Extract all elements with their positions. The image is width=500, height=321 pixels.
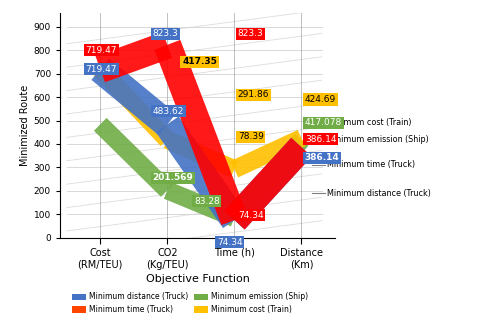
X-axis label: Objective Function: Objective Function bbox=[146, 274, 250, 284]
Text: Minimum distance (Truck): Minimum distance (Truck) bbox=[327, 188, 431, 197]
Text: 74.34: 74.34 bbox=[217, 238, 242, 247]
Text: 483.62: 483.62 bbox=[152, 107, 184, 116]
Text: 417.35: 417.35 bbox=[182, 57, 217, 66]
Text: 291.86: 291.86 bbox=[238, 90, 269, 99]
Text: 386.14: 386.14 bbox=[305, 153, 340, 162]
Text: Minimum emission (Ship): Minimum emission (Ship) bbox=[327, 135, 428, 144]
Text: Minimum cost (Train): Minimum cost (Train) bbox=[327, 118, 411, 127]
Text: 719.47: 719.47 bbox=[86, 65, 117, 74]
Legend: Minimum distance (Truck), Minimum time (Truck), Minimum emission (Ship), Minimum: Minimum distance (Truck), Minimum time (… bbox=[69, 289, 311, 317]
Text: 78.39: 78.39 bbox=[238, 132, 264, 141]
Text: Minimum time (Truck): Minimum time (Truck) bbox=[327, 160, 415, 169]
Text: 83.28: 83.28 bbox=[194, 197, 220, 206]
Text: 424.69: 424.69 bbox=[305, 95, 336, 104]
Text: 417.078: 417.078 bbox=[305, 118, 342, 127]
Text: 201.569: 201.569 bbox=[152, 173, 194, 182]
Text: 74.34: 74.34 bbox=[238, 211, 264, 220]
Text: 386.14: 386.14 bbox=[305, 135, 336, 144]
Y-axis label: Minimized Route: Minimized Route bbox=[20, 84, 30, 166]
Text: 719.47: 719.47 bbox=[86, 46, 117, 55]
Text: 823.3: 823.3 bbox=[238, 30, 264, 39]
Text: 823.3: 823.3 bbox=[152, 30, 178, 39]
